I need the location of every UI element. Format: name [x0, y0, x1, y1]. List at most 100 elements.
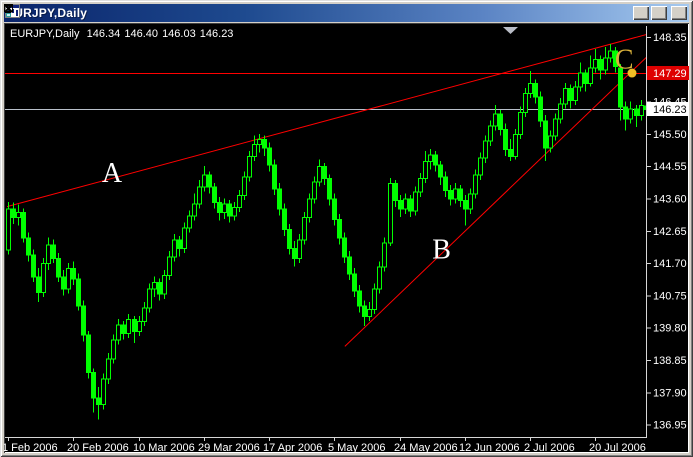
candle-body: [448, 190, 453, 200]
candle-body: [543, 120, 548, 149]
candle-body: [583, 72, 588, 84]
date-tick-label: 20 Jul 2006: [589, 442, 646, 453]
candle-body: [6, 208, 11, 251]
annotation-label-a[interactable]: A: [102, 158, 123, 189]
candle-body: [202, 174, 207, 188]
minimize-button[interactable]: [5, 6, 649, 20]
candle-body: [86, 334, 91, 373]
candle-body: [628, 108, 633, 120]
maximize-button[interactable]: [4, 4, 667, 20]
candle-body: [428, 154, 433, 163]
candle-body: [116, 324, 121, 341]
candle-body: [71, 268, 76, 280]
candle-body: [26, 237, 31, 256]
candle-body: [147, 288, 152, 309]
candle-body: [66, 268, 71, 290]
candle-body: [634, 108, 639, 117]
dot-marker[interactable]: [627, 68, 637, 78]
candle-body: [232, 207, 237, 217]
price-tick-label: 137.90: [653, 387, 687, 399]
date-axis[interactable]: 1 Feb 2006 20 Feb 2006 10 Mar 2006 29 Mar 2…: [4, 437, 647, 453]
candle-body: [277, 188, 282, 210]
candle-body: [212, 186, 217, 203]
date-tick-label: 17 Apr 2006: [263, 442, 322, 453]
candle-body: [31, 254, 36, 278]
trendline-a[interactable]: [6, 34, 649, 208]
candle-body: [302, 217, 307, 241]
ohlc-readout: EURJPY,Daily 146.34 146.40 146.03 146.23: [10, 28, 234, 40]
candle-body: [443, 176, 448, 191]
candle-body: [618, 67, 623, 108]
candle-body: [423, 161, 428, 180]
candle-body: [96, 397, 101, 406]
candle-body: [11, 208, 16, 219]
ohlc-low: 146.03: [162, 28, 196, 40]
candle-body: [257, 139, 262, 146]
price-tag-box: [647, 66, 689, 81]
candle-body: [588, 67, 593, 84]
candle-body: [282, 208, 287, 231]
candle-body: [132, 319, 137, 333]
price-tag-bid: 146.23: [647, 102, 689, 117]
candle-body: [623, 106, 628, 120]
close-icon: [4, 4, 13, 13]
candle-body: [468, 193, 473, 210]
candle-body: [76, 278, 81, 307]
candle-body: [508, 149, 513, 157]
candle-body: [533, 82, 538, 98]
candle-body: [81, 305, 86, 336]
candle-body: [56, 258, 61, 278]
annotation-label-c[interactable]: C: [615, 45, 634, 76]
candle-body: [352, 273, 357, 292]
candle-body: [503, 128, 508, 151]
candle-body: [403, 198, 408, 210]
price-tag-red: 147.29: [647, 66, 689, 81]
candles-layer: [6, 43, 646, 420]
candle-body: [61, 276, 66, 290]
candle-body: [197, 186, 202, 205]
candle-body: [217, 201, 222, 214]
candle-body: [548, 135, 553, 149]
candle-body: [237, 195, 242, 209]
candle-body: [272, 164, 277, 190]
candle-body: [377, 266, 382, 290]
candle-body: [167, 256, 172, 277]
candle-body: [312, 181, 317, 200]
candle-body: [513, 133, 518, 158]
price-tick-label: 142.65: [653, 226, 687, 238]
price-tick-label: 139.80: [653, 323, 687, 335]
candle-body: [613, 50, 618, 67]
candle-body: [398, 200, 403, 210]
window-titlebar[interactable]: EURJPY,Daily: [4, 4, 689, 22]
trendline-b[interactable]: [344, 52, 652, 347]
chart-shift-marker[interactable]: [503, 27, 519, 34]
candle-body: [16, 212, 21, 219]
candle-body: [563, 88, 568, 105]
candle-body: [91, 371, 96, 399]
price-tag-box: [647, 102, 689, 117]
candle-body: [126, 319, 131, 334]
price-tick-label: 143.60: [653, 194, 687, 206]
annotation-label-b[interactable]: B: [432, 234, 451, 265]
chart-client-area[interactable]: EURJPY,Daily 146.34 146.40 146.03 146.23…: [4, 23, 689, 453]
candle-body: [322, 166, 327, 180]
candle-body: [262, 139, 267, 149]
close-button[interactable]: [4, 4, 687, 20]
candle-body: [252, 144, 257, 157]
price-tag-value: 146.23: [653, 104, 687, 116]
price-tick-label: 145.50: [653, 129, 687, 141]
candle-body: [106, 358, 111, 380]
candle-body: [46, 244, 51, 265]
candle-wick: [465, 195, 466, 226]
candle-body: [137, 320, 142, 333]
candle-body: [473, 174, 478, 195]
candle-body: [121, 324, 126, 334]
chart-canvas[interactable]: ABC148.35147.40146.45145.50144.55143.601…: [4, 23, 689, 453]
candle-body: [553, 118, 558, 137]
candle-body: [408, 198, 413, 212]
price-axis[interactable]: 148.35147.40146.45145.50144.55143.60142.…: [646, 26, 687, 438]
price-tick-label: 144.55: [653, 161, 687, 173]
candle-body: [247, 156, 252, 178]
candle-body: [603, 57, 608, 71]
